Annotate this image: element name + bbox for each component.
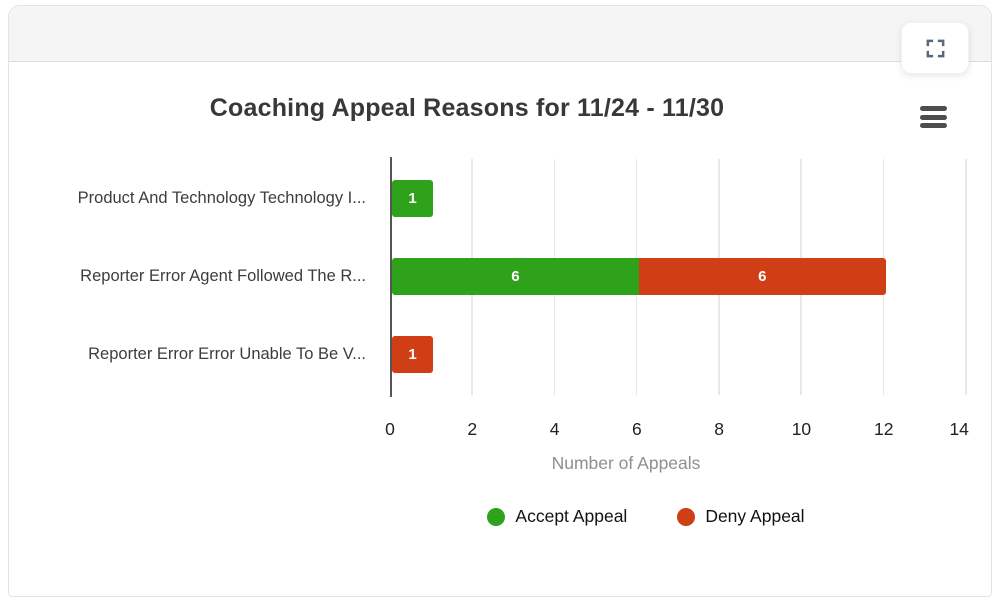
chart-row: Product And Technology Technology I... 1 bbox=[9, 159, 991, 237]
x-tick-label: 12 bbox=[873, 419, 894, 439]
bar-rows: Product And Technology Technology I... 1 R… bbox=[9, 159, 991, 393]
x-tick-label: 8 bbox=[714, 419, 725, 439]
chart-title: Coaching Appeal Reasons for 11/24 - 11/3… bbox=[209, 94, 725, 122]
bar-segment-accept-appeal[interactable]: 6 bbox=[392, 257, 639, 295]
chart-row: Reporter Error Error Unable To Be V... 1 bbox=[9, 315, 991, 393]
x-tick-label: 0 bbox=[385, 419, 395, 439]
bar-segment-deny-appeal[interactable]: 1 bbox=[392, 335, 434, 373]
legend-dot-icon bbox=[677, 507, 696, 526]
bar-stack: 1 bbox=[392, 179, 434, 217]
category-label: Product And Technology Technology I... bbox=[77, 188, 366, 207]
chart-card: Coaching Appeal Reasons for 11/24 - 11/3… bbox=[8, 5, 992, 597]
category-label: Reporter Error Error Unable To Be V... bbox=[88, 344, 366, 363]
bar-stack: 1 bbox=[392, 335, 434, 373]
x-tick-label: 6 bbox=[631, 419, 642, 439]
fullscreen-expand-icon bbox=[924, 37, 947, 60]
chart-menu-button[interactable] bbox=[920, 106, 947, 128]
x-tick-label: 14 bbox=[949, 419, 969, 439]
x-tick-label: 10 bbox=[791, 419, 812, 439]
x-tick-label: 2 bbox=[467, 419, 478, 439]
legend-item-accept-appeal[interactable]: Accept Appeal bbox=[487, 506, 627, 527]
fullscreen-button[interactable] bbox=[901, 22, 969, 74]
chart-row: Reporter Error Agent Followed The R... 6 6 bbox=[9, 237, 991, 315]
x-tick-label: 4 bbox=[549, 419, 560, 439]
legend-dot-icon bbox=[487, 507, 506, 526]
legend-item-deny-appeal[interactable]: Deny Appeal bbox=[677, 506, 805, 527]
legend-label: Deny Appeal bbox=[705, 506, 805, 526]
x-axis-title: Number of Appeals bbox=[551, 453, 701, 473]
bar-segment-deny-appeal[interactable]: 6 bbox=[638, 257, 886, 295]
legend-label: Accept Appeal bbox=[515, 506, 628, 526]
card-header-strip bbox=[9, 6, 991, 62]
bar-segment-accept-appeal[interactable]: 1 bbox=[392, 179, 434, 217]
legend: Accept Appeal Deny Appeal bbox=[358, 506, 934, 527]
hamburger-menu-icon bbox=[920, 106, 947, 128]
category-label: Reporter Error Agent Followed The R... bbox=[80, 266, 366, 285]
x-axis-ticks: 0 2 4 6 8 10 12 14 bbox=[385, 419, 969, 445]
